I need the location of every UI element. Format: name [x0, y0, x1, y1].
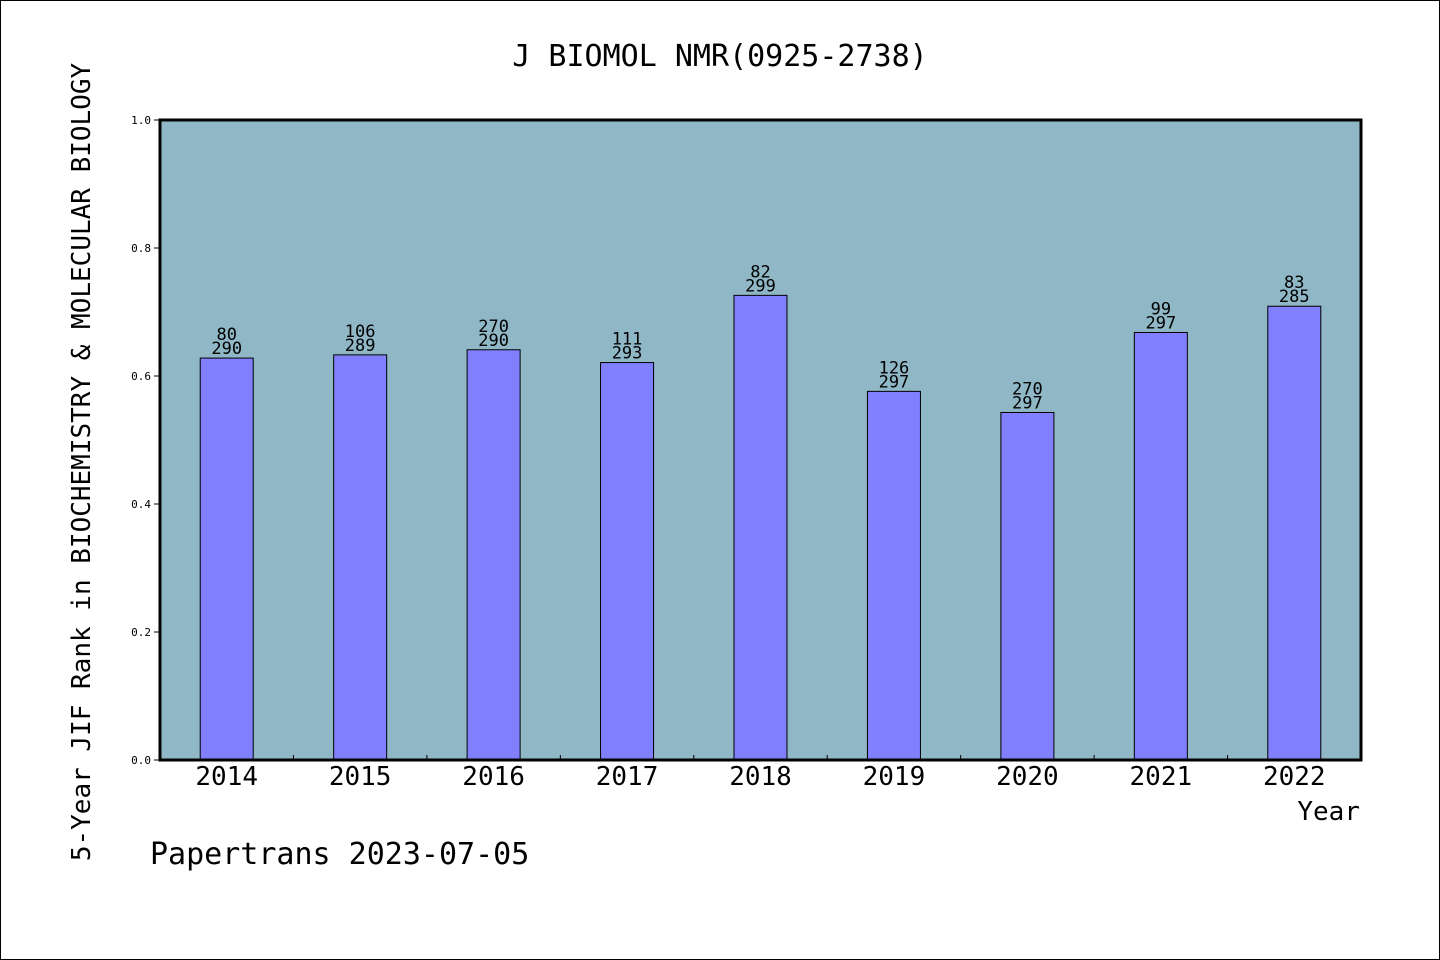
bar-label-rank-2017: 111: [612, 330, 643, 350]
bar-2022: [1267, 305, 1322, 761]
bar-label-total-2015: 289: [345, 336, 376, 356]
bar-label-total-2018: 299: [745, 276, 776, 296]
bar-label-total-2019: 297: [879, 372, 910, 392]
bar-2019: [866, 390, 921, 761]
bar-2014: [199, 357, 254, 761]
bar-label-total-2020: 297: [1012, 393, 1043, 413]
bar-label-rank-2015: 106: [345, 322, 376, 342]
plot-border: [158, 118, 1363, 762]
chart-title: J BIOMOL NMR(0925-2738): [512, 39, 927, 74]
bar-label-total-2017: 293: [612, 344, 643, 364]
y-tick-label: 0.8: [131, 242, 151, 255]
bar-2020: [1000, 411, 1055, 761]
bar-label-total-2016: 290: [478, 331, 509, 351]
x-tick-label-2014: 2014: [195, 762, 258, 792]
y-tick-label: 1.0: [131, 114, 151, 127]
y-tick-label: 0.2: [131, 626, 151, 639]
bar-2021: [1133, 331, 1188, 761]
x-tick-label-2020: 2020: [996, 762, 1059, 792]
x-axis-label: Year: [1297, 797, 1360, 827]
bar-label-rank-2021: 99: [1151, 299, 1171, 319]
bars-group: [199, 294, 1322, 761]
x-tick-label-2018: 2018: [729, 762, 792, 792]
x-tick-label-2021: 2021: [1130, 762, 1193, 792]
bar-2015: [333, 354, 388, 761]
bar-label-rank-2020: 270: [1012, 379, 1043, 399]
bar-label-rank-2016: 270: [478, 317, 509, 337]
x-tick-label-2019: 2019: [863, 762, 926, 792]
y-axis-label: 5-Year JIF Rank in BIOCHEMISTRY & MOLECU…: [67, 62, 97, 861]
bar-2016: [466, 349, 521, 761]
bar-label-rank-2018: 82: [750, 262, 770, 282]
bar-label-total-2014: 290: [211, 339, 242, 359]
bar-label-total-2022: 285: [1279, 287, 1310, 307]
y-axis: 0.0 0.2 0.4 0.6 0.8 1.0: [131, 114, 160, 767]
y-tick-label: 0.4: [131, 498, 151, 511]
bar-label-rank-2019: 126: [879, 358, 910, 378]
x-tick-label-2015: 2015: [329, 762, 392, 792]
watermark-text: Papertrans 2023-07-05: [150, 837, 529, 872]
x-axis: 2014 2015 2016 2017 2018 2019 2020 2021 2022: [195, 755, 1326, 792]
bar-label-rank-2014: 80: [216, 325, 236, 345]
bar-label-rank-2022: 83: [1284, 273, 1304, 293]
y-tick-label: 0.6: [131, 370, 151, 383]
y-tick-label: 0.0: [131, 754, 151, 767]
bar-2017: [600, 362, 655, 761]
bar-label-total-2021: 297: [1145, 313, 1176, 333]
bar-2018: [733, 294, 788, 761]
x-tick-label-2016: 2016: [462, 762, 525, 792]
x-tick-label-2022: 2022: [1263, 762, 1326, 792]
x-tick-label-2017: 2017: [596, 762, 659, 792]
